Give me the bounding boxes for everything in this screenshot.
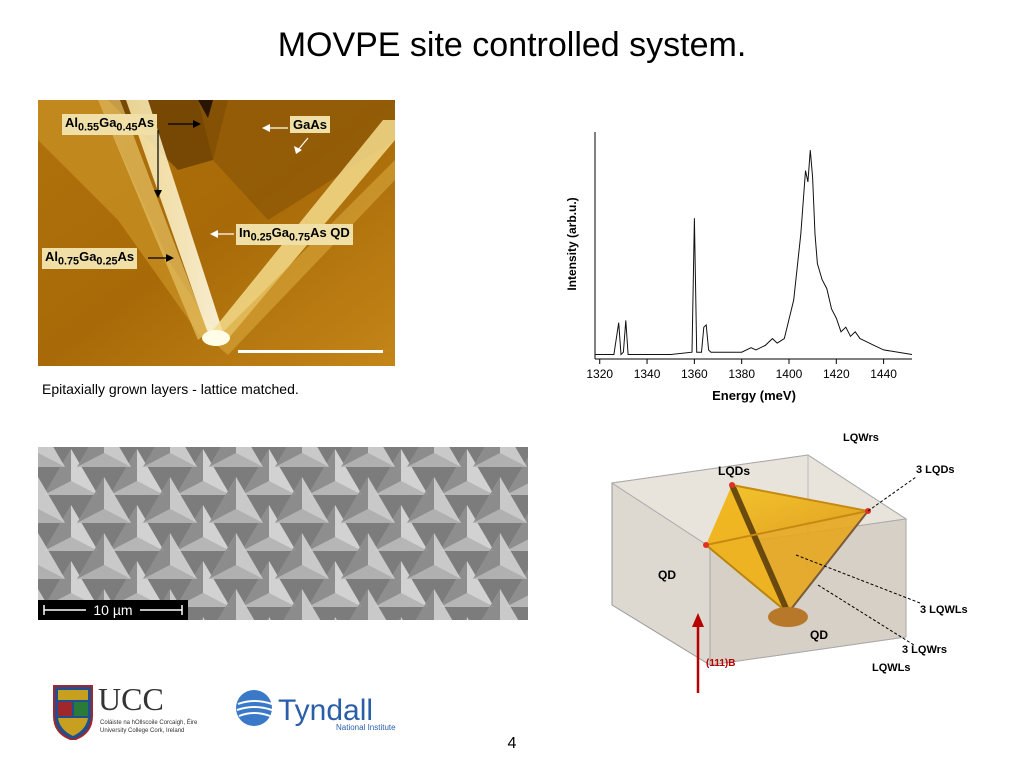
afm-caption: Epitaxially grown layers - lattice match…: [42, 381, 299, 397]
spectrum-line: [595, 150, 913, 356]
label-al055-mid: Ga: [99, 115, 117, 130]
label-al055-gaas: Al0.55Ga0.45As: [62, 114, 158, 135]
label-al055-sub2: 0.45: [116, 121, 138, 134]
label-ingaas-base: In: [239, 225, 251, 240]
pl-spectrum-chart: 1320 1340 1360 1380 1400 1420 1440 Energy (meV…: [560, 124, 915, 409]
x-tick-label: 1320: [586, 367, 613, 381]
sem-image: 10 µm: [38, 447, 528, 620]
label-3-lqwls: 3 LQWLs: [920, 604, 968, 616]
label-al055-sub1: 0.55: [78, 121, 100, 134]
ucc-line1: Coláiste na hOllscoile Corcaigh, Éire: [100, 719, 198, 726]
x-tick-label: 1340: [634, 367, 661, 381]
label-qd-bottom: QD: [810, 628, 828, 642]
label-gaas: GaAs: [290, 116, 330, 133]
ucc-wordmark: UCC: [98, 684, 164, 717]
label-111b: (111)B: [706, 658, 735, 669]
label-lqds: LQDs: [718, 464, 750, 478]
lqwr-edge: [729, 483, 791, 615]
label-lqwrs-top: LQWrs: [843, 432, 879, 444]
x-tick-label: 1400: [776, 367, 803, 381]
afm-image: Al0.55Ga0.45As GaAs In0.25Ga0.75As QD Al…: [38, 100, 395, 366]
label-ingaas-end: As QD: [310, 225, 350, 240]
sem-scale-label: 10 µm: [93, 602, 132, 618]
ucc-logo: UCC Coláiste na hOllscoile Corcaigh, Éir…: [52, 681, 232, 742]
label-qd-left: QD: [658, 568, 676, 582]
lqd-dot: [703, 542, 709, 548]
label-ingaas-mid: Ga: [271, 225, 289, 240]
tyndall-logo-graphic: Tyndall National Institute: [236, 690, 396, 732]
ucc-logo-graphic: UCC Coláiste na hOllscoile Corcaigh, Éir…: [53, 681, 198, 742]
label-al055-base: Al: [65, 115, 78, 130]
x-tick-label: 1380: [728, 367, 755, 381]
qd-tip: [768, 607, 808, 627]
tyndall-subtitle: National Institute: [336, 723, 396, 732]
tyndall-logo: Tyndall National Institute: [232, 684, 397, 740]
afm-scale-bar: [238, 350, 383, 353]
pyramid-diagram: LQWrs LQDs 3 LQDs QD 3 LQWLs QD 3 LQWrs …: [598, 425, 993, 715]
x-tick-label: 1360: [681, 367, 708, 381]
label-al075-base: Al: [45, 249, 58, 264]
label-ingaas-sub2: 0.75: [288, 231, 311, 244]
x-axis-label: Energy (meV): [712, 388, 796, 403]
label-3-lqds: 3 LQDs: [916, 464, 955, 476]
x-tick-label: 1440: [870, 367, 897, 381]
label-al075-gaas: Al0.75Ga0.25As: [42, 248, 138, 269]
label-al075-mid: Ga: [79, 249, 97, 264]
page-number: 4: [507, 735, 517, 752]
y-axis-label: Intensity (arb.u.): [565, 197, 579, 290]
label-lqwls: LQWLs: [872, 662, 911, 674]
label-ingaas-sub1: 0.25: [250, 231, 272, 244]
tyndall-wordmark: Tyndall: [278, 694, 373, 727]
label-3-lqwrs: 3 LQWrs: [902, 644, 947, 656]
lqd-dot: [729, 482, 735, 488]
x-tick-label: 1420: [823, 367, 850, 381]
sem-scale-bar-box: [38, 600, 188, 620]
pl-spectrum-svg: 1320 1340 1360 1380 1400 1420 1440 Energy (meV…: [565, 132, 913, 403]
label-ingaas-qd: In0.25Ga0.75As QD: [236, 224, 353, 245]
label-al055-end: As: [137, 115, 155, 130]
ucc-line2: University College Cork, Ireland: [100, 728, 184, 734]
label-al075-sub1: 0.75: [58, 255, 80, 268]
sem-image-graphic: 10 µm: [38, 447, 528, 620]
pyramid-diagram-graphic: LQWrs LQDs 3 LQDs QD 3 LQWLs QD 3 LQWrs …: [610, 432, 968, 693]
slide-title: MOVPE site controlled system.: [277, 26, 747, 64]
label-al075-end: As: [117, 249, 135, 264]
label-al075-sub2: 0.25: [96, 255, 118, 268]
